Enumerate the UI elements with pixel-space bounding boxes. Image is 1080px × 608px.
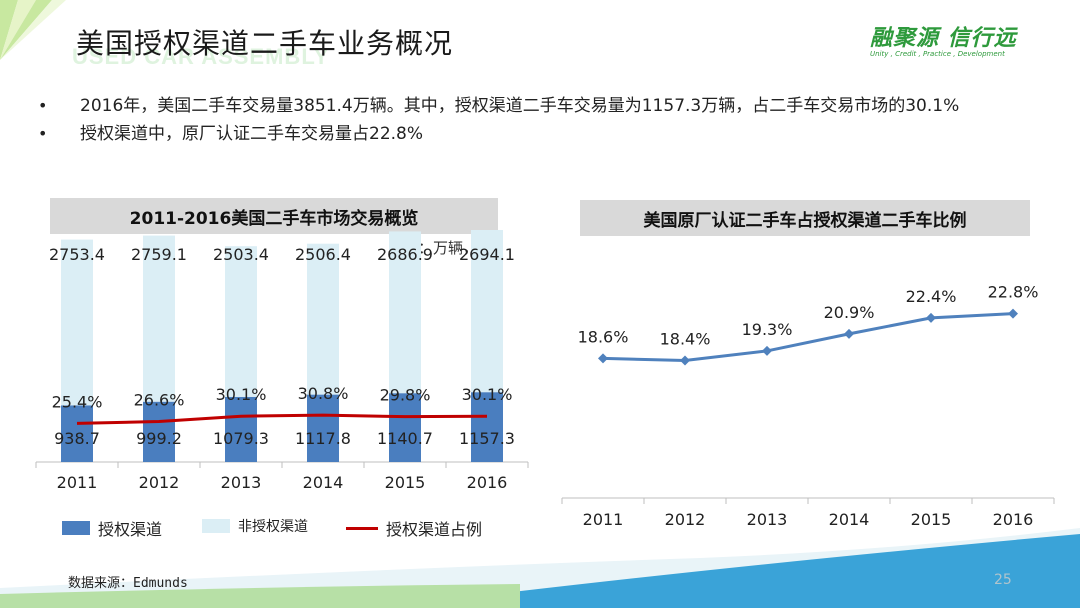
x-tick-label: 2011 bbox=[583, 510, 624, 529]
data-label-ratio: 25.4% bbox=[52, 392, 103, 411]
bullet-text: 授权渠道中，原厂认证二手车交易量占22.8% bbox=[80, 124, 424, 144]
data-label: 20.9% bbox=[824, 303, 875, 322]
data-label-authorized: 1157.3 bbox=[459, 429, 515, 448]
data-label-authorized: 1117.8 bbox=[295, 429, 351, 448]
data-label-non-authorized: 2506.4 bbox=[295, 245, 351, 264]
x-tick-label: 2016 bbox=[993, 510, 1034, 529]
data-label: 22.4% bbox=[906, 287, 957, 306]
decorative-fan-graphic bbox=[0, 0, 66, 60]
data-label: 18.4% bbox=[660, 329, 711, 348]
data-label-authorized: 1079.3 bbox=[213, 429, 269, 448]
bar-non-authorized bbox=[225, 246, 257, 397]
legend-swatch-non-authorized bbox=[202, 519, 230, 533]
bar-authorized bbox=[307, 394, 339, 462]
data-label-ratio: 26.6% bbox=[134, 391, 185, 410]
data-label-non-authorized: 2503.4 bbox=[213, 245, 269, 264]
x-tick-label: 2013 bbox=[221, 473, 262, 492]
bar-authorized bbox=[471, 392, 503, 462]
right-line-chart: 2011 18.6% 2012 18.4% 2013 19.3% 2014 20.9% 2015… bbox=[561, 283, 1055, 529]
x-tick-label: 2016 bbox=[467, 473, 508, 492]
data-label-non-authorized: 2753.4 bbox=[49, 245, 105, 264]
bar-non-authorized bbox=[307, 243, 339, 395]
left-chart-title: 2011-2016美国二手车市场交易概览 bbox=[50, 198, 498, 234]
data-point-marker bbox=[598, 353, 608, 364]
page-number: 25 bbox=[994, 572, 1012, 588]
legend-label: 非授权渠道 bbox=[238, 519, 308, 535]
bar-non-authorized bbox=[143, 235, 175, 402]
bullet-dot-icon: • bbox=[38, 124, 48, 143]
legend-authorized: 授权渠道 bbox=[62, 516, 162, 540]
ratio-line bbox=[76, 413, 488, 425]
data-label-authorized: 999.2 bbox=[136, 429, 182, 448]
bar-authorized bbox=[61, 405, 93, 462]
x-tick-label: 2014 bbox=[829, 510, 870, 529]
bar-non-authorized bbox=[61, 239, 93, 406]
x-tick-label: 2012 bbox=[665, 510, 706, 529]
x-tick-label: 2015 bbox=[385, 473, 426, 492]
data-point-marker bbox=[844, 328, 854, 339]
data-label: 22.8% bbox=[988, 283, 1039, 302]
data-label-ratio: 30.1% bbox=[216, 385, 267, 404]
title-watermark: USED CAR ASSEMBLY bbox=[72, 44, 330, 69]
logo-sub-text: Unity , Credit , Practice , Development bbox=[870, 50, 1005, 58]
data-point-marker bbox=[762, 345, 772, 356]
logo-main-text: 融聚源 信行远 bbox=[870, 26, 1017, 51]
bottom-decoration-graphic bbox=[0, 528, 1080, 608]
data-label-authorized: 1140.7 bbox=[377, 429, 433, 448]
bar-non-authorized bbox=[389, 231, 421, 394]
slide-title: 美国授权渠道二手车业务概况 bbox=[76, 27, 454, 60]
data-point-marker bbox=[680, 355, 690, 366]
x-tick-label: 2015 bbox=[911, 510, 952, 529]
legend-non-authorized: 非授权渠道 bbox=[202, 516, 308, 536]
data-source: 数据来源：Edmunds bbox=[68, 576, 188, 591]
data-label: 18.6% bbox=[578, 327, 629, 346]
bar-authorized bbox=[143, 401, 175, 462]
bullet-text: 2016年，美国二手车交易量3851.4万辆。其中，授权渠道二手车交易量为115… bbox=[80, 96, 960, 116]
data-point-marker bbox=[1008, 308, 1018, 319]
data-label-non-authorized: 2686.9 bbox=[377, 245, 433, 264]
legend-label: 授权渠道占例 bbox=[386, 520, 483, 539]
data-label: 19.3% bbox=[742, 320, 793, 339]
bullet-item: • 2016年，美国二手车交易量3851.4万辆。其中，授权渠道二手车交易量为1… bbox=[38, 94, 1048, 118]
series-line bbox=[602, 312, 1014, 362]
x-tick-label: 2014 bbox=[303, 473, 344, 492]
company-logo: 融聚源 信行远 Unity , Credit , Practice , Deve… bbox=[870, 20, 1050, 64]
data-label-ratio: 30.1% bbox=[462, 385, 513, 404]
bar-authorized bbox=[225, 396, 257, 462]
x-tick-label: 2012 bbox=[139, 473, 180, 492]
data-point-marker bbox=[926, 312, 936, 323]
legend-ratio: 授权渠道占例 bbox=[346, 516, 482, 540]
bar-non-authorized bbox=[471, 230, 503, 393]
legend-label: 授权渠道 bbox=[98, 520, 163, 539]
right-chart-title: 美国原厂认证二手车占授权渠道二手车比例 bbox=[580, 200, 1030, 236]
data-label-non-authorized: 2694.1 bbox=[459, 245, 515, 264]
left-stacked-bar-chart: 2011 938.7 2753.4 25.4% 2012 999.2 2759.1 26.6%… bbox=[35, 230, 529, 492]
x-tick-label: 2011 bbox=[57, 473, 98, 492]
bar-authorized bbox=[389, 393, 421, 462]
bullet-item: • 授权渠道中，原厂认证二手车交易量占22.8% bbox=[38, 122, 1048, 146]
data-label-ratio: 30.8% bbox=[298, 384, 349, 403]
data-label-ratio: 29.8% bbox=[380, 386, 431, 405]
x-tick-label: 2013 bbox=[747, 510, 788, 529]
data-label-authorized: 938.7 bbox=[54, 429, 100, 448]
bullet-dot-icon: • bbox=[38, 96, 48, 115]
legend-swatch-authorized bbox=[62, 521, 90, 535]
legend-swatch-ratio bbox=[346, 526, 378, 530]
data-label-non-authorized: 2759.1 bbox=[131, 245, 187, 264]
bullet-list: • 2016年，美国二手车交易量3851.4万辆。其中，授权渠道二手车交易量为1… bbox=[38, 94, 1048, 150]
